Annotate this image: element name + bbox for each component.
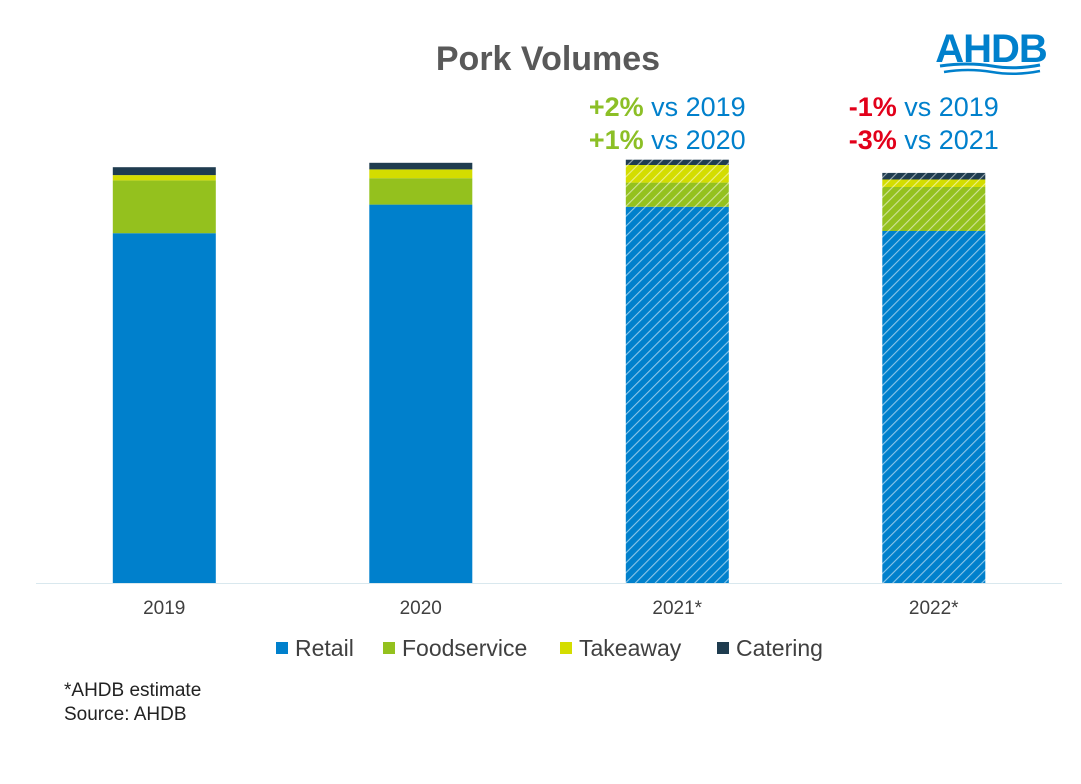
- bars: [112, 159, 986, 584]
- x-tick-label-2019: 2019: [143, 598, 185, 619]
- bar-2019-catering: [112, 167, 216, 176]
- bar-2020-takeaway: [369, 169, 473, 179]
- legend-swatch-foodservice: [383, 642, 395, 654]
- ahdb-logo: AHDB: [935, 27, 1048, 75]
- bar-2019-retail: [112, 233, 216, 583]
- bar-2022-foodservice: [882, 187, 986, 231]
- bar-2021-retail: [625, 206, 729, 584]
- bar-2019-foodservice: [112, 180, 216, 234]
- annotation-comparison-text: vs 2020: [644, 125, 746, 155]
- legend-label-catering: Catering: [736, 635, 823, 661]
- chart-title: Pork Volumes: [436, 40, 660, 78]
- x-axis-tick-labels: 2019 2020 2021* 2022*: [143, 598, 959, 619]
- x-tick-label-2020: 2020: [400, 598, 442, 619]
- annotation-comparison-text: vs 2021: [897, 125, 999, 155]
- annotation-change-value: -3%: [849, 125, 897, 155]
- annotation-comparison-text: vs 2019: [644, 92, 746, 122]
- annotation-comparison-text: vs 2019: [897, 92, 999, 122]
- bar-2021-catering: [625, 159, 729, 165]
- annotation-change-value: +1%: [589, 125, 644, 155]
- legend-item-takeaway: Takeaway: [560, 635, 682, 661]
- bar-2022-catering: [882, 172, 986, 180]
- bar-2022-takeaway: [882, 179, 986, 187]
- annotation-change-value: -1%: [849, 92, 897, 122]
- source-note: Source: AHDB: [64, 704, 187, 725]
- legend-item-catering: Catering: [717, 635, 823, 661]
- legend-label-retail: Retail: [295, 635, 354, 661]
- legend: Retail Foodservice Takeaway Catering: [276, 635, 823, 661]
- legend-swatch-catering: [717, 642, 729, 654]
- annotation-2022-1: -1% vs 2019: [849, 92, 999, 122]
- estimate-note: *AHDB estimate: [64, 680, 202, 701]
- footnotes: *AHDB estimate Source: AHDB: [64, 679, 201, 727]
- x-tick-label-2021: 2021*: [652, 598, 702, 619]
- bar-2019-takeaway: [112, 175, 216, 181]
- annotation-2022-2: -3% vs 2021: [849, 125, 999, 155]
- legend-label-takeaway: Takeaway: [579, 635, 682, 661]
- annotation-2021-2: +1% vs 2020: [589, 125, 746, 155]
- legend-swatch-retail: [276, 642, 288, 654]
- annotation-change-value: +2%: [589, 92, 644, 122]
- legend-item-retail: Retail: [276, 635, 354, 661]
- bar-2021-foodservice: [625, 182, 729, 207]
- legend-item-foodservice: Foodservice: [383, 635, 527, 661]
- legend-swatch-takeaway: [560, 642, 572, 654]
- legend-label-foodservice: Foodservice: [402, 635, 527, 661]
- bar-2021-takeaway: [625, 165, 729, 183]
- logo-wave-1: [939, 62, 1041, 70]
- x-tick-label-2022: 2022*: [909, 598, 959, 619]
- bar-2020-foodservice: [369, 178, 473, 205]
- bar-2020-catering: [369, 162, 473, 170]
- annotation-2021-1: +2% vs 2019: [589, 92, 746, 122]
- change-annotations: +2% vs 2019+1% vs 2020-1% vs 2019-3% vs …: [589, 92, 999, 155]
- bar-2020-retail: [369, 204, 473, 583]
- logo-wave-2: [943, 68, 1041, 75]
- bar-2022-retail: [882, 231, 986, 583]
